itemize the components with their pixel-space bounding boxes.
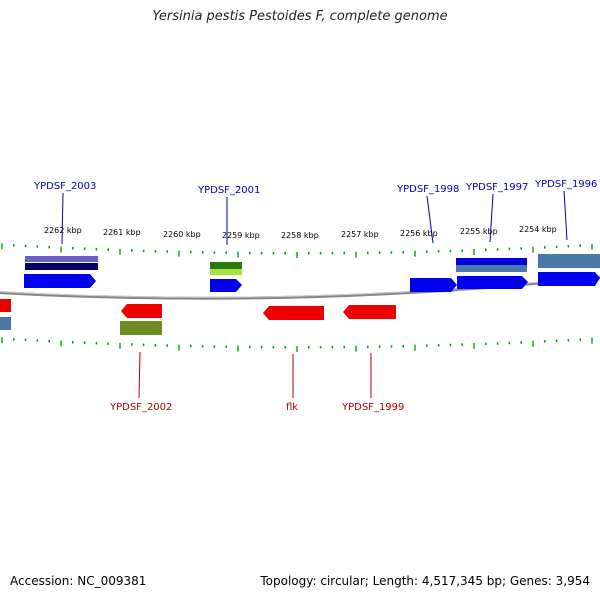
reverse-cds-arrow xyxy=(343,305,396,319)
leader-line xyxy=(489,193,494,243)
kbp-label: 2254 kbp xyxy=(519,225,557,234)
feature-blue xyxy=(456,258,527,265)
forward-cds-arrow xyxy=(538,272,600,286)
forward-cds-arrow xyxy=(210,279,242,292)
gene-label: YPDSF_1998 xyxy=(396,184,459,195)
feature-green xyxy=(210,262,242,269)
feature-steel xyxy=(0,317,11,330)
kbp-label: 2260 kbp xyxy=(163,230,201,239)
gene-label: YPDSF_1999 xyxy=(341,402,404,413)
forward-cds-arrow xyxy=(24,274,96,288)
kbp-label: 2259 kbp xyxy=(222,231,260,240)
feature-purple xyxy=(25,256,98,262)
reverse-cds-arrow xyxy=(263,306,324,320)
inner-tick-ring xyxy=(1,337,593,352)
gene-label: YPDSF_1997 xyxy=(465,182,528,193)
kbp-label: 2262 kbp xyxy=(44,226,82,235)
feature-steel xyxy=(456,265,527,272)
gene-label: flk xyxy=(286,402,298,413)
feature-navy xyxy=(25,263,98,270)
outer-tick-ring xyxy=(1,243,593,258)
forward-cds-arrow xyxy=(410,278,457,292)
leader-line xyxy=(426,195,434,244)
gene-label: YPDSF_2003 xyxy=(33,181,96,192)
gene-label: YPDSF_2002 xyxy=(109,402,172,413)
leader-line xyxy=(138,351,141,399)
feature-olive xyxy=(120,321,162,335)
reverse-cds-arrow xyxy=(121,304,162,318)
map-title: Yersinia pestis Pestoides F, complete ge… xyxy=(152,9,448,24)
leader-line xyxy=(61,192,64,245)
kbp-label: 2261 kbp xyxy=(103,228,141,237)
genome-summary-text: Topology: circular; Length: 4,517,345 bp… xyxy=(260,574,590,588)
leader-line xyxy=(563,190,568,241)
accession-text: Accession: NC_009381 xyxy=(10,574,147,588)
gene-label: YPDSF_1996 xyxy=(534,179,597,190)
kbp-label: 2255 kbp xyxy=(460,227,498,236)
feature-lightgreen xyxy=(210,269,242,275)
gene-label: YPDSF_2001 xyxy=(197,185,260,196)
reverse-cds-arrow xyxy=(0,299,11,312)
kbp-label: 2256 kbp xyxy=(400,229,438,238)
forward-cds-arrow xyxy=(457,276,528,289)
kbp-label: 2258 kbp xyxy=(281,231,319,240)
feature-steel xyxy=(538,254,600,268)
kbp-label: 2257 kbp xyxy=(341,230,379,239)
